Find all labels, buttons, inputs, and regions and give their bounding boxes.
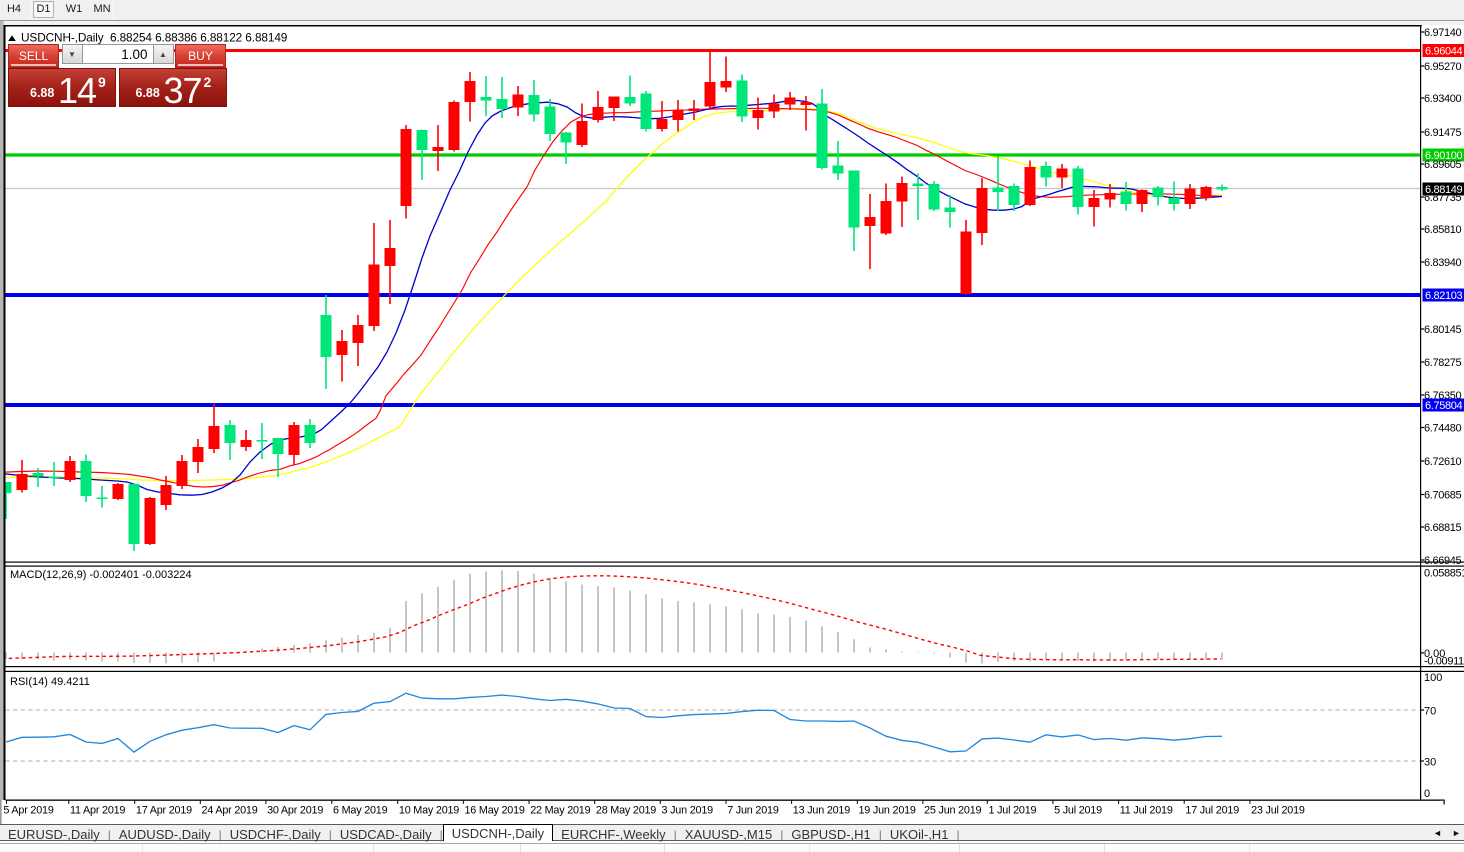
svg-text:6.82103: 6.82103 — [1425, 290, 1463, 302]
svg-text:6.95270: 6.95270 — [1424, 61, 1462, 73]
svg-text:6.72610: 6.72610 — [1424, 456, 1462, 468]
svg-text:11 Jul 2019: 11 Jul 2019 — [1120, 805, 1173, 817]
svg-text:19 Jun 2019: 19 Jun 2019 — [859, 805, 916, 817]
svg-text:10 May 2019: 10 May 2019 — [399, 805, 459, 817]
svg-text:6.88149: 6.88149 — [1425, 184, 1463, 196]
svg-text:-0.0091162: -0.0091162 — [1424, 656, 1464, 668]
svg-text:6.96044: 6.96044 — [1425, 46, 1463, 58]
svg-text:USDCNH-,Daily 6.88254 6.88386: USDCNH-,Daily 6.88254 6.88386 6.88122 6.… — [21, 31, 287, 45]
svg-text:1 Jul 2019: 1 Jul 2019 — [989, 805, 1037, 817]
svg-text:0.058851: 0.058851 — [1424, 568, 1464, 580]
svg-text:6.83940: 6.83940 — [1424, 257, 1462, 269]
svg-text:6 May 2019: 6 May 2019 — [333, 805, 388, 817]
svg-text:6.90100: 6.90100 — [1425, 150, 1463, 162]
svg-text:6.70685: 6.70685 — [1424, 490, 1462, 502]
svg-text:30: 30 — [1424, 757, 1436, 769]
svg-text:6.93400: 6.93400 — [1424, 93, 1462, 105]
svg-text:0: 0 — [1424, 788, 1430, 800]
svg-text:17 Apr 2019: 17 Apr 2019 — [136, 805, 192, 817]
svg-text:23 Jul 2019: 23 Jul 2019 — [1251, 805, 1305, 817]
svg-text:11 Apr 2019: 11 Apr 2019 — [70, 805, 125, 817]
svg-text:100: 100 — [1424, 672, 1442, 684]
svg-text:30 Apr 2019: 30 Apr 2019 — [267, 805, 323, 817]
svg-text:6.89605: 6.89605 — [1424, 159, 1462, 171]
svg-text:6.68815: 6.68815 — [1424, 522, 1462, 534]
svg-text:3 Jun 2019: 3 Jun 2019 — [662, 805, 714, 817]
svg-text:28 May 2019: 28 May 2019 — [596, 805, 656, 817]
svg-text:22 May 2019: 22 May 2019 — [530, 805, 590, 817]
svg-text:6.74480: 6.74480 — [1424, 423, 1462, 435]
svg-text:25 Jun 2019: 25 Jun 2019 — [924, 805, 981, 817]
svg-text:6.91475: 6.91475 — [1424, 127, 1462, 139]
svg-text:6.66945: 6.66945 — [1424, 555, 1462, 567]
svg-text:6.85810: 6.85810 — [1424, 224, 1462, 236]
svg-text:5 Jul 2019: 5 Jul 2019 — [1054, 805, 1102, 817]
svg-text:7 Jun 2019: 7 Jun 2019 — [727, 805, 779, 817]
svg-text:13 Jun 2019: 13 Jun 2019 — [793, 805, 850, 817]
svg-text:70: 70 — [1424, 706, 1436, 718]
svg-text:MACD(12,26,9) -0.002401 -0.003: MACD(12,26,9) -0.002401 -0.003224 — [10, 569, 192, 581]
svg-text:6.78275: 6.78275 — [1424, 357, 1462, 369]
svg-text:24 Apr 2019: 24 Apr 2019 — [202, 805, 258, 817]
svg-text:6.75804: 6.75804 — [1425, 400, 1463, 412]
svg-text:6.97140: 6.97140 — [1424, 27, 1462, 39]
svg-text:RSI(14) 49.4211: RSI(14) 49.4211 — [10, 676, 90, 688]
svg-text:5 Apr 2019: 5 Apr 2019 — [3, 805, 53, 817]
svg-text:0.00: 0.00 — [1424, 648, 1445, 660]
svg-text:6.80145: 6.80145 — [1424, 324, 1462, 336]
svg-text:17 Jul 2019: 17 Jul 2019 — [1185, 805, 1239, 817]
svg-text:16 May 2019: 16 May 2019 — [465, 805, 525, 817]
svg-text:6.87735: 6.87735 — [1424, 192, 1462, 204]
